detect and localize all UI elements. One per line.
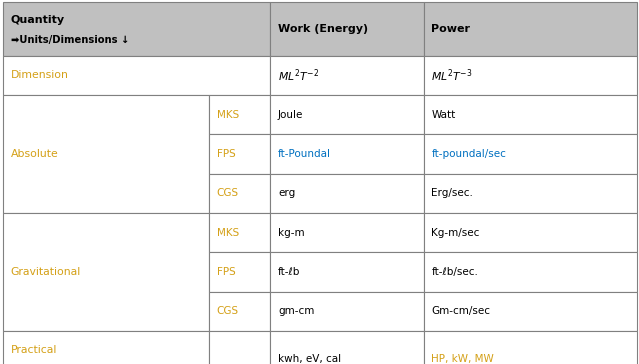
Bar xyxy=(424,174,637,213)
Text: FPS: FPS xyxy=(217,267,235,277)
Text: gm-cm: gm-cm xyxy=(278,306,314,316)
Text: Watt: Watt xyxy=(431,110,456,120)
Bar xyxy=(209,213,270,252)
Text: erg: erg xyxy=(278,188,295,198)
Bar xyxy=(424,134,637,174)
Bar xyxy=(209,134,270,174)
Bar xyxy=(270,2,424,56)
Bar xyxy=(209,331,270,364)
Bar xyxy=(270,213,424,252)
Text: kg-m: kg-m xyxy=(278,228,305,238)
Bar xyxy=(424,2,637,56)
Text: ft-Poundal: ft-Poundal xyxy=(278,149,331,159)
Bar xyxy=(424,95,637,134)
Bar xyxy=(270,134,424,174)
Bar xyxy=(209,252,270,292)
Text: Quantity: Quantity xyxy=(11,15,65,25)
Bar xyxy=(3,2,270,56)
Text: Absolute: Absolute xyxy=(11,149,59,159)
Bar xyxy=(270,292,424,331)
Text: ft-ℓb/sec.: ft-ℓb/sec. xyxy=(431,267,478,277)
Text: $ML^2T^{-3}$: $ML^2T^{-3}$ xyxy=(431,67,473,84)
Text: MKS: MKS xyxy=(217,228,239,238)
Text: FPS: FPS xyxy=(217,149,235,159)
Bar xyxy=(424,252,637,292)
Text: Dimension: Dimension xyxy=(11,70,69,80)
Bar xyxy=(424,213,637,252)
Text: CGS: CGS xyxy=(217,306,239,316)
Text: MKS: MKS xyxy=(217,110,239,120)
Bar xyxy=(209,292,270,331)
Bar xyxy=(424,292,637,331)
Bar xyxy=(3,95,209,213)
Text: Gm-cm/sec: Gm-cm/sec xyxy=(431,306,490,316)
Text: Joule: Joule xyxy=(278,110,304,120)
Bar xyxy=(3,213,209,331)
Text: ft-ℓb: ft-ℓb xyxy=(278,267,300,277)
Text: Practical: Practical xyxy=(11,345,58,355)
Text: Erg/sec.: Erg/sec. xyxy=(431,188,473,198)
Bar xyxy=(270,331,424,364)
Bar xyxy=(270,252,424,292)
Bar xyxy=(424,331,637,364)
Text: (Other): (Other) xyxy=(11,363,50,364)
Bar xyxy=(424,56,637,95)
Text: Power: Power xyxy=(431,24,470,34)
Text: kwh, eV, cal: kwh, eV, cal xyxy=(278,354,341,364)
Text: CGS: CGS xyxy=(217,188,239,198)
Text: ➡Units/Dimensions ↓: ➡Units/Dimensions ↓ xyxy=(11,35,129,44)
Text: Kg-m/sec: Kg-m/sec xyxy=(431,228,480,238)
Text: Gravitational: Gravitational xyxy=(11,267,81,277)
Bar xyxy=(270,174,424,213)
Text: ft-poundal/sec: ft-poundal/sec xyxy=(431,149,506,159)
Bar xyxy=(209,95,270,134)
Bar xyxy=(270,56,424,95)
Text: Work (Energy): Work (Energy) xyxy=(278,24,368,34)
Bar xyxy=(270,95,424,134)
Text: $ML^2T^{-2}$: $ML^2T^{-2}$ xyxy=(278,67,319,84)
Bar xyxy=(3,331,209,364)
Text: HP, kW, MW: HP, kW, MW xyxy=(431,354,494,364)
Bar xyxy=(3,56,270,95)
Bar xyxy=(209,174,270,213)
